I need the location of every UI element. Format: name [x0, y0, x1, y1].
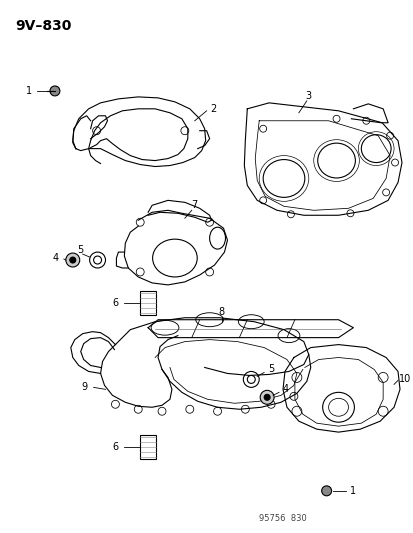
Text: 6: 6	[112, 298, 118, 308]
Text: 6: 6	[112, 442, 118, 452]
Text: 95756  830: 95756 830	[259, 514, 306, 523]
Text: 4: 4	[282, 384, 288, 394]
Text: 1: 1	[349, 486, 356, 496]
Text: 7: 7	[191, 200, 197, 211]
Circle shape	[50, 86, 60, 96]
Text: 5: 5	[267, 365, 273, 375]
Circle shape	[321, 486, 331, 496]
Text: 3: 3	[305, 91, 311, 101]
Circle shape	[263, 394, 269, 400]
Text: 5: 5	[77, 245, 84, 255]
Circle shape	[259, 390, 273, 404]
Text: 9V–830: 9V–830	[15, 19, 71, 33]
Text: 8: 8	[218, 307, 224, 317]
Text: 9: 9	[81, 382, 88, 392]
Circle shape	[66, 253, 80, 267]
Text: 2: 2	[210, 104, 216, 114]
Circle shape	[70, 257, 76, 263]
Text: 4: 4	[53, 253, 59, 263]
Text: 10: 10	[398, 374, 410, 384]
Text: 1: 1	[26, 86, 32, 96]
